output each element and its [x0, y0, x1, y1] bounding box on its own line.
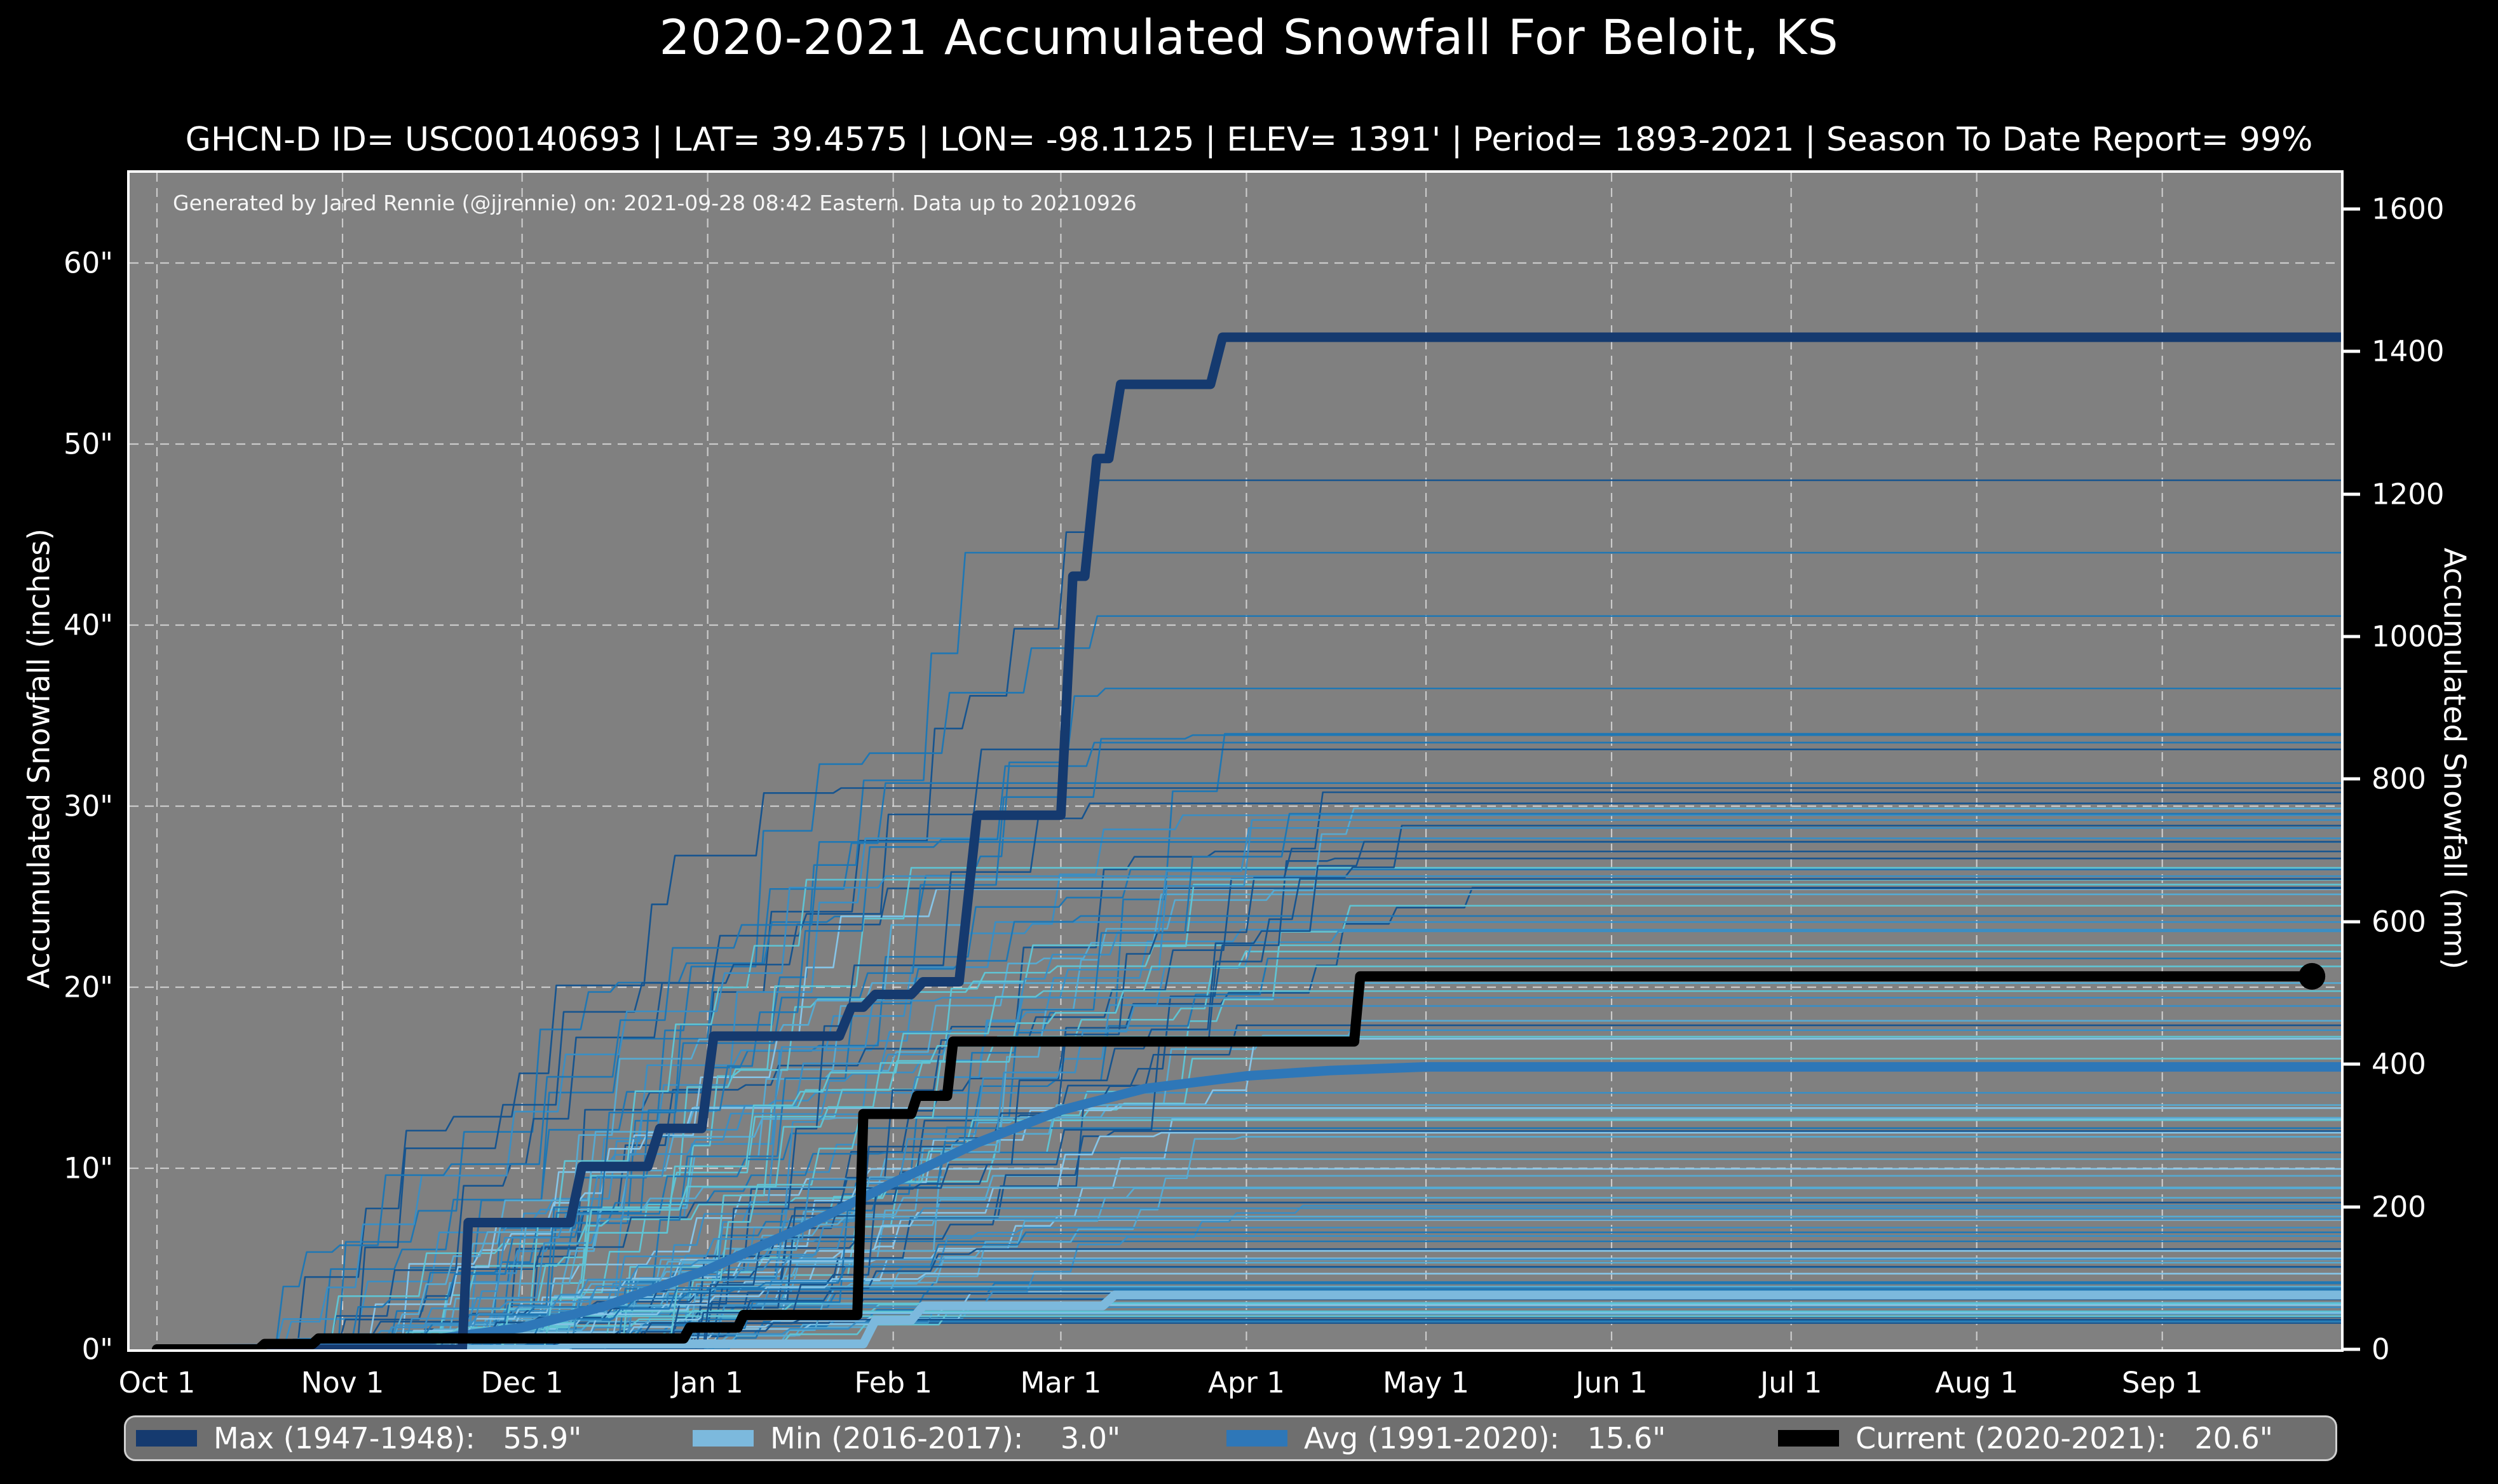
xtick-jul-1: Jul 1: [1760, 1366, 1823, 1400]
ytick-mark-1200: [2344, 492, 2360, 496]
legend-item-avg: Avg (1991-2020): 15.6": [1226, 1417, 1666, 1459]
xtick-dec-1: Dec 1: [480, 1366, 564, 1400]
ytick-inches-30: 30": [64, 789, 113, 823]
current-line-swatch: [1778, 1430, 1839, 1447]
legend-item-current: Current (2020-2021): 20.6": [1778, 1417, 2273, 1459]
ytick-mark-1000: [2344, 635, 2360, 638]
xtick-feb-1: Feb 1: [854, 1366, 932, 1400]
legend: Max (1947-1948): 55.9" Min (2016-2017): …: [124, 1415, 2337, 1461]
min-line-swatch: [693, 1430, 754, 1447]
ytick-mark-400: [2344, 1062, 2360, 1066]
legend-label-current: Current (2020-2021): 20.6": [1856, 1421, 2273, 1455]
ytick-mm-1200: 1200: [2372, 477, 2445, 511]
chart-title: 2020-2021 Accumulated Snowfall For Beloi…: [659, 9, 1839, 65]
ytick-mark-800: [2344, 777, 2360, 781]
legend-label-avg: Avg (1991-2020): 15.6": [1304, 1421, 1666, 1455]
ytick-inches-50: 50": [64, 427, 113, 461]
ytick-mm-1000: 1000: [2372, 619, 2445, 654]
xtick-aug-1: Aug 1: [1935, 1366, 2019, 1400]
ytick-mm-400: 400: [2372, 1047, 2426, 1081]
max-line-swatch: [136, 1430, 197, 1447]
xtick-jan-1: Jan 1: [672, 1366, 743, 1400]
y-axis-label-mm: Accumulated Snowfall (mm): [2436, 548, 2472, 969]
xtick-may-1: May 1: [1383, 1366, 1470, 1400]
xtick-jun-1: Jun 1: [1575, 1366, 1648, 1400]
ytick-mark-200: [2344, 1205, 2360, 1209]
ytick-mm-1600: 1600: [2372, 192, 2445, 226]
avg-line-swatch: [1226, 1430, 1287, 1447]
ytick-inches-20: 20": [64, 970, 113, 1004]
legend-label-min: Min (2016-2017): 3.0": [770, 1421, 1121, 1455]
ytick-inches-60: 60": [64, 246, 113, 280]
ytick-mark-1600: [2344, 207, 2360, 211]
ytick-mm-800: 800: [2372, 762, 2426, 796]
ytick-mark-0: [2344, 1347, 2360, 1351]
ytick-inches-10: 10": [64, 1151, 113, 1185]
xtick-apr-1: Apr 1: [1208, 1366, 1285, 1400]
ytick-mm-600: 600: [2372, 905, 2426, 939]
chart-canvas: [130, 173, 2341, 1349]
ytick-mm-0: 0: [2372, 1332, 2390, 1366]
ytick-mm-200: 200: [2372, 1190, 2426, 1224]
ytick-inches-40: 40": [64, 608, 113, 642]
ytick-mm-1400: 1400: [2372, 334, 2445, 368]
generated-by-annotation: Generated by Jared Rennie (@jjrennie) on…: [173, 191, 1137, 215]
plot-area: Generated by Jared Rennie (@jjrennie) on…: [127, 170, 2344, 1352]
legend-item-min: Min (2016-2017): 3.0": [693, 1417, 1120, 1459]
ytick-mark-600: [2344, 920, 2360, 924]
legend-label-max: Max (1947-1948): 55.9": [214, 1421, 582, 1455]
xtick-mar-1: Mar 1: [1020, 1366, 1102, 1400]
xtick-oct-1: Oct 1: [118, 1366, 196, 1400]
legend-item-max: Max (1947-1948): 55.9": [136, 1417, 581, 1459]
xtick-nov-1: Nov 1: [301, 1366, 384, 1400]
y-axis-label-inches: Accumulated Snowfall (inches): [22, 528, 57, 989]
ytick-inches-0: 0": [81, 1332, 113, 1366]
xtick-sep-1: Sep 1: [2121, 1366, 2203, 1400]
station-metadata-subtitle: GHCN-D ID= USC00140693 | LAT= 39.4575 | …: [185, 121, 2313, 159]
ytick-mark-1400: [2344, 349, 2360, 353]
